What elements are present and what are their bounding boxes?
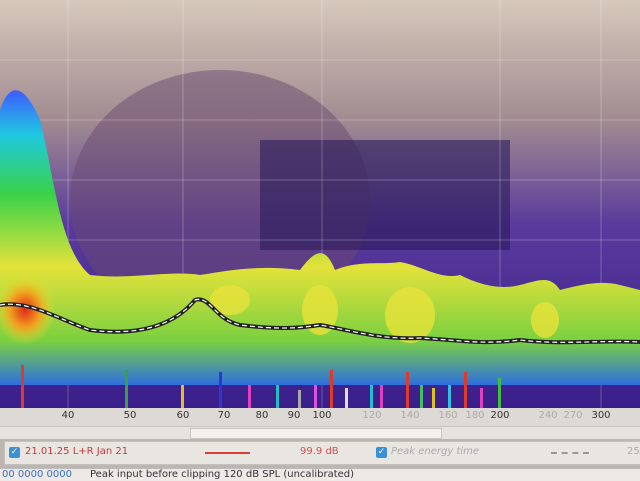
- trace-line-swatch: [205, 452, 250, 454]
- x-tick-label: 60: [176, 410, 190, 421]
- status-left: 00 0000 0000: [2, 469, 72, 480]
- frequency-axis: 40 50 60 70 80 90 100 120 140 160 180 200 240 270 300: [0, 408, 640, 426]
- right-value: 25.0: [627, 446, 640, 457]
- status-message: Peak input before clipping 120 dB SPL (u…: [90, 469, 355, 480]
- peak-markers: [21, 365, 501, 408]
- trace-checkbox[interactable]: ✓: [9, 447, 20, 458]
- x-tick-label: 70: [217, 410, 231, 421]
- x-tick-label: 50: [123, 410, 137, 421]
- x-tick-label: 100: [312, 410, 332, 421]
- x-tick-label: 80: [255, 410, 269, 421]
- scrollbar-thumb[interactable]: [190, 428, 442, 439]
- horizontal-scrollbar[interactable]: [0, 426, 640, 439]
- x-tick-label: 300: [591, 410, 611, 421]
- x-tick-label: 40: [61, 410, 75, 421]
- trace-name: 21.01.25 L+R Jan 21: [25, 446, 129, 457]
- spectrogram-heatmap: [0, 90, 640, 385]
- x-tick-label: 90: [287, 410, 301, 421]
- spectrogram-plot[interactable]: [0, 0, 640, 408]
- peak-energy-label: Peak energy time: [391, 446, 480, 457]
- peak-line-swatch: [551, 452, 589, 454]
- x-tick-label: 240: [538, 410, 558, 421]
- status-bar: 00 0000 0000 Peak input before clipping …: [0, 468, 640, 481]
- peak-energy-checkbox[interactable]: ✓: [376, 447, 387, 458]
- x-tick-label: 270: [563, 410, 583, 421]
- legend-panel: ✓ 21.01.25 L+R Jan 21 99.9 dB ✓ Peak ene…: [4, 441, 640, 465]
- x-tick-label: 120: [362, 410, 382, 421]
- x-tick-label: 140: [400, 410, 420, 421]
- trace-value: 99.9 dB: [300, 446, 339, 457]
- x-tick-label: 160: [438, 410, 458, 421]
- x-tick-label: 180: [465, 410, 485, 421]
- x-tick-label: 200: [490, 410, 510, 421]
